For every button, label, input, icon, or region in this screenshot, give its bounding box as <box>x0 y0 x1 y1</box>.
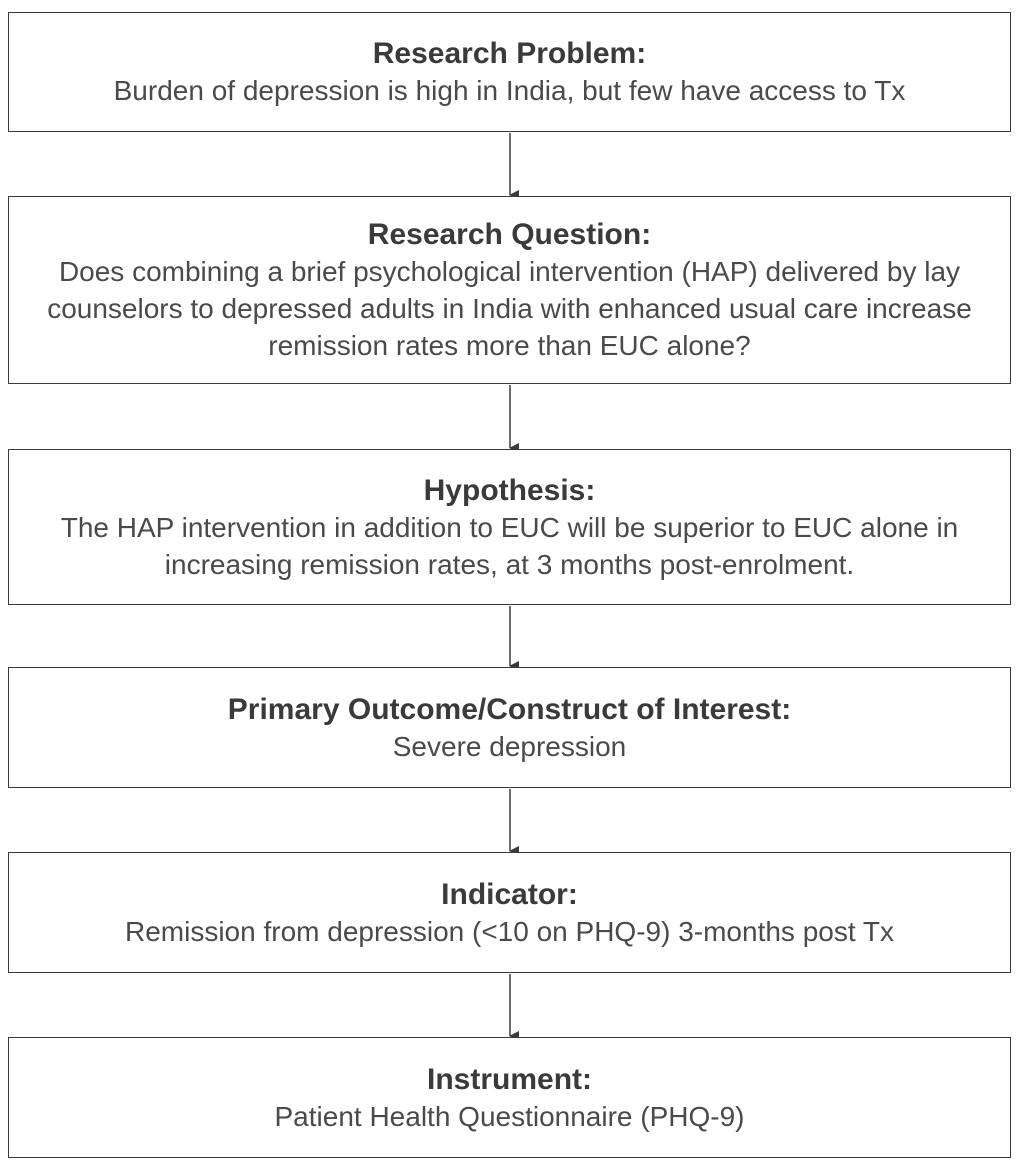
research-question-text: Does combining a brief psychological int… <box>47 256 972 361</box>
indicator-title: Indicator: <box>441 877 578 911</box>
hypothesis-title: Hypothesis: <box>423 473 596 507</box>
instrument-title: Instrument: <box>427 1062 592 1096</box>
instrument-box: Instrument: Patient Health Questionnaire… <box>8 1037 1011 1158</box>
primary-outcome-box: Primary Outcome/Construct of Interest: S… <box>8 667 1011 788</box>
primary-outcome-text: Severe depression <box>392 730 627 762</box>
research-problem-text: Burden of depression is high in India, b… <box>113 75 906 106</box>
indicator-text: Remission from depression (<10 on PHQ-9)… <box>124 915 894 947</box>
hypothesis-box: Hypothesis: The HAP intervention in addi… <box>8 449 1011 605</box>
research-problem-title: Research Problem: <box>372 37 647 70</box>
research-problem-box: Research Problem: Burden of depression i… <box>8 12 1011 132</box>
indicator-box: Indicator: Remission from depression (<1… <box>8 852 1011 973</box>
research-question-title: Research Question: <box>367 218 652 251</box>
research-question-box: Research Question: Does combining a brie… <box>8 196 1011 384</box>
primary-outcome-title: Primary Outcome/Construct of Interest: <box>227 692 792 726</box>
hypothesis-text: The HAP intervention in addition to EUC … <box>60 511 959 580</box>
instrument-text: Patient Health Questionnaire (PHQ-9) <box>274 1100 745 1132</box>
